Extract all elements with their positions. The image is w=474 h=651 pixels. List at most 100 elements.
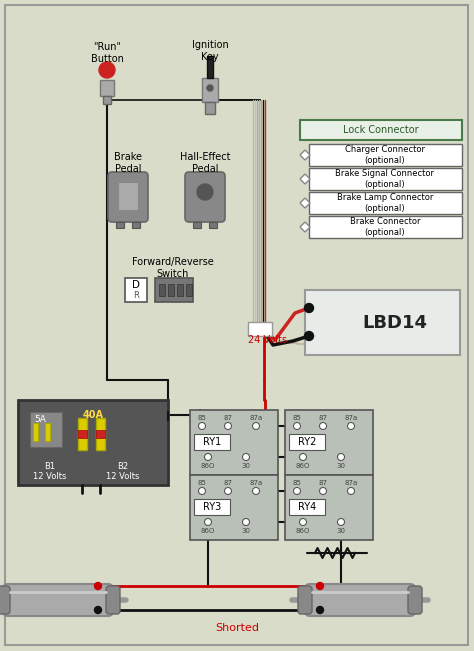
Bar	[190, 410, 278, 475]
FancyBboxPatch shape	[185, 172, 225, 222]
Circle shape	[225, 423, 231, 429]
Bar	[78, 418, 87, 450]
Circle shape	[99, 62, 115, 78]
Bar	[309, 144, 462, 166]
Circle shape	[347, 488, 355, 495]
Circle shape	[319, 422, 327, 430]
FancyBboxPatch shape	[305, 584, 415, 616]
Circle shape	[253, 423, 259, 429]
Text: 30: 30	[337, 528, 346, 534]
Polygon shape	[300, 174, 310, 184]
Polygon shape	[300, 150, 310, 160]
Text: Charger Connector
(optional): Charger Connector (optional)	[345, 145, 425, 165]
Bar	[190, 475, 278, 540]
Text: 87: 87	[319, 415, 328, 421]
Circle shape	[294, 488, 300, 494]
Circle shape	[320, 488, 326, 494]
Bar	[194, 434, 230, 450]
Text: RY3: RY3	[203, 502, 221, 512]
Circle shape	[293, 488, 301, 495]
Text: 86O: 86O	[296, 463, 310, 469]
Bar	[300, 120, 462, 140]
Bar	[309, 216, 462, 238]
Bar	[309, 192, 462, 214]
Bar	[18, 400, 168, 485]
Circle shape	[294, 488, 300, 494]
Text: 40A: 40A	[82, 410, 103, 420]
Bar	[289, 499, 325, 515]
Text: 86O: 86O	[201, 528, 215, 534]
Bar	[96, 418, 105, 450]
Text: RY4: RY4	[298, 502, 316, 512]
Text: 87: 87	[224, 415, 233, 421]
Circle shape	[199, 423, 205, 429]
Text: B2
12 Volts: B2 12 Volts	[106, 462, 140, 481]
Text: 85: 85	[198, 415, 207, 421]
Bar	[194, 499, 230, 515]
Circle shape	[197, 184, 213, 200]
Text: Brake Signal Connector
(optional): Brake Signal Connector (optional)	[336, 169, 435, 189]
Polygon shape	[300, 198, 310, 208]
Bar	[209, 222, 217, 228]
FancyBboxPatch shape	[3, 584, 113, 616]
Circle shape	[204, 518, 211, 525]
Circle shape	[225, 423, 231, 429]
Text: 87a: 87a	[345, 415, 357, 421]
Text: 5A: 5A	[34, 415, 46, 424]
Text: 30: 30	[241, 528, 250, 534]
Circle shape	[317, 583, 323, 590]
Circle shape	[243, 454, 249, 460]
Bar	[289, 434, 325, 450]
Text: Forward/Reverse
Switch: Forward/Reverse Switch	[132, 257, 214, 279]
Text: 85: 85	[292, 480, 301, 486]
Text: 87a: 87a	[249, 415, 263, 421]
Text: R: R	[133, 290, 139, 299]
Circle shape	[199, 488, 206, 495]
Text: 30: 30	[241, 463, 250, 469]
Bar	[202, 78, 218, 102]
Text: 24 Volts: 24 Volts	[248, 335, 287, 345]
Text: 85: 85	[198, 480, 207, 486]
Text: 87a: 87a	[249, 480, 263, 486]
Bar	[177, 284, 183, 296]
Bar	[96, 430, 105, 438]
Circle shape	[293, 422, 301, 430]
Bar	[305, 290, 460, 355]
FancyBboxPatch shape	[106, 586, 120, 614]
Bar	[33, 423, 38, 441]
Circle shape	[225, 488, 231, 494]
FancyBboxPatch shape	[298, 586, 312, 614]
Circle shape	[253, 488, 259, 494]
Circle shape	[337, 518, 345, 525]
Bar	[248, 322, 272, 336]
Circle shape	[320, 423, 326, 429]
Text: B1
12 Volts: B1 12 Volts	[33, 462, 67, 481]
Bar	[168, 284, 174, 296]
FancyBboxPatch shape	[0, 586, 10, 614]
Circle shape	[317, 607, 323, 613]
Text: Hall-Effect
Pedal: Hall-Effect Pedal	[180, 152, 230, 174]
Bar	[193, 222, 201, 228]
Circle shape	[320, 488, 326, 494]
Bar	[186, 284, 192, 296]
Circle shape	[199, 422, 206, 430]
Circle shape	[348, 423, 354, 429]
Bar	[155, 278, 193, 302]
Bar	[118, 182, 138, 210]
Text: 30: 30	[337, 463, 346, 469]
Circle shape	[253, 423, 259, 429]
Circle shape	[207, 85, 213, 91]
Text: Brake Connector
(optional): Brake Connector (optional)	[350, 217, 420, 237]
Text: 87: 87	[319, 480, 328, 486]
Circle shape	[199, 488, 205, 494]
Bar	[132, 222, 140, 228]
Circle shape	[348, 488, 354, 494]
Text: 87a: 87a	[345, 480, 357, 486]
Circle shape	[243, 518, 249, 525]
Circle shape	[225, 488, 231, 495]
Circle shape	[253, 488, 259, 495]
Bar	[45, 423, 50, 441]
Text: 85: 85	[292, 415, 301, 421]
Circle shape	[253, 422, 259, 430]
Circle shape	[204, 454, 211, 460]
